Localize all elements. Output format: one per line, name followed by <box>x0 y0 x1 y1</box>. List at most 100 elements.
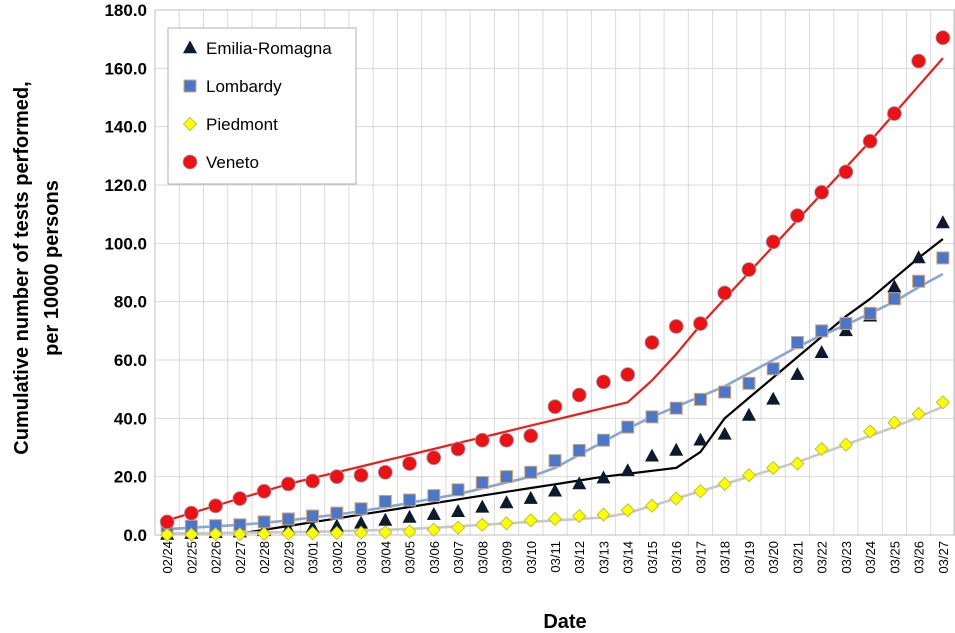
data-point-emilia-romagna <box>644 448 659 462</box>
plot-area <box>154 9 955 536</box>
data-point-lombardy <box>936 251 950 265</box>
data-point-lombardy <box>281 512 295 526</box>
data-point-piedmont <box>596 507 611 522</box>
x-tick-label: 02/25 <box>184 541 199 574</box>
legend-label: Veneto <box>206 153 259 172</box>
legend-marker-emilia-romagna <box>182 40 198 54</box>
data-point-veneto <box>426 450 442 466</box>
x-tick-label: 03/06 <box>427 541 442 574</box>
data-point-lombardy <box>887 292 901 306</box>
data-point-veneto <box>741 262 757 277</box>
x-tick-label: 03/22 <box>815 541 830 574</box>
legend-marker-piedmont <box>182 116 198 132</box>
data-point-piedmont <box>741 468 757 483</box>
y-tick-label: 60.0 <box>114 351 147 370</box>
data-point-veneto <box>838 164 854 180</box>
data-point-piedmont <box>669 491 684 506</box>
legend-box <box>167 27 357 185</box>
data-point-piedmont <box>717 476 732 492</box>
data-point-veneto <box>693 316 708 331</box>
y-tick-label: 140.0 <box>104 118 147 137</box>
data-point-veneto <box>256 483 272 499</box>
data-point-piedmont <box>450 520 466 535</box>
data-point-veneto <box>329 469 345 485</box>
data-point-piedmont <box>523 513 538 528</box>
data-point-lombardy <box>500 470 514 484</box>
data-point-lombardy <box>403 493 417 507</box>
data-point-emilia-romagna <box>669 442 684 456</box>
y-axis-title: Cumulative number of tests performed, pe… <box>11 81 63 454</box>
data-point-lombardy <box>863 306 877 320</box>
data-point-lombardy <box>354 502 368 516</box>
x-tick-label: 03/08 <box>475 541 490 574</box>
data-point-lombardy <box>306 509 320 523</box>
data-point-emilia-romagna <box>499 495 514 509</box>
data-point-veneto <box>571 387 587 403</box>
x-tick-label: 03/09 <box>500 541 515 574</box>
data-point-piedmont <box>790 456 805 471</box>
x-tick-label: 03/13 <box>596 541 611 574</box>
data-point-veneto <box>474 432 490 448</box>
data-point-lombardy <box>839 317 853 331</box>
x-tick-label: 02/28 <box>257 541 272 574</box>
data-point-lombardy <box>912 274 926 288</box>
data-point-lombardy <box>257 515 271 529</box>
data-point-lombardy <box>766 362 780 376</box>
legend: Emilia-Romagna Lombardy Piedmont Veneto <box>167 27 357 185</box>
x-tick-label: 03/26 <box>912 541 927 574</box>
data-point-lombardy <box>475 476 489 489</box>
y-axis-title-line2: per 10000 persons <box>41 180 63 356</box>
y-tick-label: 180.0 <box>104 1 147 20</box>
x-tick-label: 03/12 <box>572 541 587 574</box>
trendline-veneto <box>166 57 944 522</box>
data-point-piedmont <box>693 484 708 499</box>
legend-marker-lombardy <box>183 79 197 93</box>
data-point-lombardy <box>645 410 659 424</box>
data-point-emilia-romagna <box>475 499 490 513</box>
data-point-lombardy <box>790 336 804 349</box>
data-point-piedmont <box>766 460 781 475</box>
data-point-emilia-romagna <box>451 504 466 517</box>
data-point-veneto <box>208 498 224 514</box>
data-point-piedmont <box>863 424 878 439</box>
data-point-piedmont <box>402 524 417 539</box>
data-point-emilia-romagna <box>935 215 950 229</box>
data-point-emilia-romagna <box>378 512 393 526</box>
x-axis-title: Date <box>543 611 586 633</box>
data-point-veneto <box>353 467 369 483</box>
data-point-piedmont <box>329 525 344 541</box>
data-point-piedmont <box>644 498 660 513</box>
data-point-veneto <box>886 106 902 121</box>
x-tick-label: 03/10 <box>524 541 539 574</box>
data-point-veneto <box>450 441 466 457</box>
data-point-emilia-romagna <box>402 509 417 523</box>
data-point-lombardy <box>815 324 829 338</box>
data-point-emilia-romagna <box>717 426 732 440</box>
data-point-veneto <box>717 285 733 301</box>
data-point-piedmont <box>572 508 587 524</box>
data-point-emilia-romagna <box>741 407 756 421</box>
data-point-lombardy <box>524 465 538 479</box>
y-tick-label: 120.0 <box>104 176 147 195</box>
data-point-veneto <box>668 319 684 334</box>
data-point-veneto <box>402 456 417 471</box>
x-tick-label: 03/05 <box>403 541 418 574</box>
x-tick-label: 03/20 <box>766 541 781 574</box>
x-tick-label: 02/24 <box>160 541 175 574</box>
legend-marker-veneto <box>182 154 198 170</box>
data-point-emilia-romagna <box>572 476 587 490</box>
data-point-piedmont <box>378 525 393 540</box>
data-point-veneto <box>305 473 320 489</box>
data-point-piedmont <box>426 522 441 537</box>
y-axis-title-line1: Cumulative number of tests performed, <box>11 81 33 454</box>
data-point-piedmont <box>935 395 950 410</box>
data-point-veneto <box>790 208 805 224</box>
x-tick-label: 02/26 <box>209 541 224 574</box>
data-point-emilia-romagna <box>620 463 635 477</box>
data-point-veneto <box>644 335 660 350</box>
data-point-veneto <box>232 491 248 506</box>
data-point-lombardy <box>693 392 707 406</box>
x-tick-label: 03/15 <box>645 541 660 574</box>
y-tick-label: 100.0 <box>104 234 147 253</box>
